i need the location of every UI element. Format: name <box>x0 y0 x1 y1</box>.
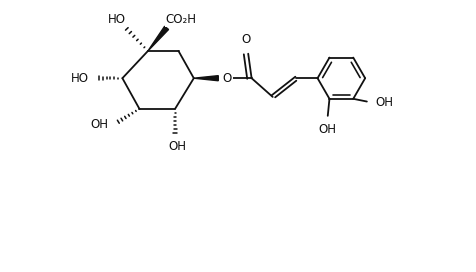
Text: O: O <box>223 72 232 85</box>
Text: HO: HO <box>109 13 126 26</box>
Text: OH: OH <box>90 118 108 131</box>
Text: HO: HO <box>71 72 89 85</box>
Polygon shape <box>194 76 218 81</box>
Polygon shape <box>148 26 169 51</box>
Text: OH: OH <box>375 96 393 109</box>
Text: O: O <box>242 33 251 46</box>
Text: OH: OH <box>169 140 187 153</box>
Text: CO₂H: CO₂H <box>165 13 197 26</box>
Text: OH: OH <box>319 123 337 136</box>
